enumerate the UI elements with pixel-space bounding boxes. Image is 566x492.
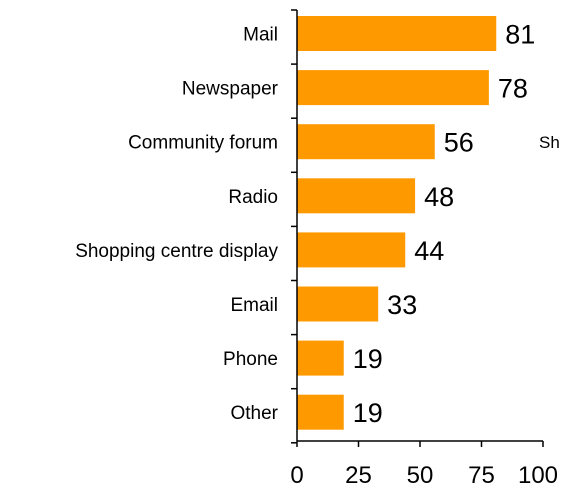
bar-5 [297,286,379,322]
value-label-0: 81 [505,20,535,50]
category-labels: Mail Newspaper Community forum Radio Shoppin… [75,25,278,425]
x-tick-label-1: 25 [345,462,372,489]
category-label-2: Community forum [128,133,278,154]
category-label-0: Mail [243,25,278,46]
category-label-4: Shopping centre display [75,241,278,262]
category-label-3: Radio [228,187,278,208]
value-label-7: 19 [353,398,383,428]
value-label-2: 56 [444,128,474,158]
bar-3 [297,178,416,214]
x-tick-label-4: 100 [518,462,558,489]
bar-7 [297,394,344,430]
value-label-6: 19 [353,344,383,374]
bar-2 [297,124,435,160]
value-label-5: 33 [387,290,417,320]
category-label-5: Email [230,295,278,316]
x-tick-label-2: 50 [407,462,434,489]
x-tick-label-0: 0 [290,462,303,489]
clipped-side-text: Sh [539,133,560,152]
axes [291,9,544,447]
x-tick-label-3: 75 [468,462,495,489]
bars-group [297,16,497,430]
x-tick-labels: 0 25 50 75 100 [290,462,558,489]
value-label-1: 78 [498,74,528,104]
bar-1 [297,70,489,106]
category-label-6: Phone [223,349,278,370]
bar-6 [297,340,344,376]
bar-4 [297,232,406,268]
category-label-1: Newspaper [182,79,279,100]
bar-0 [297,16,497,51]
category-label-7: Other [230,403,278,424]
value-label-3: 48 [424,182,454,212]
value-label-4: 44 [414,236,444,266]
